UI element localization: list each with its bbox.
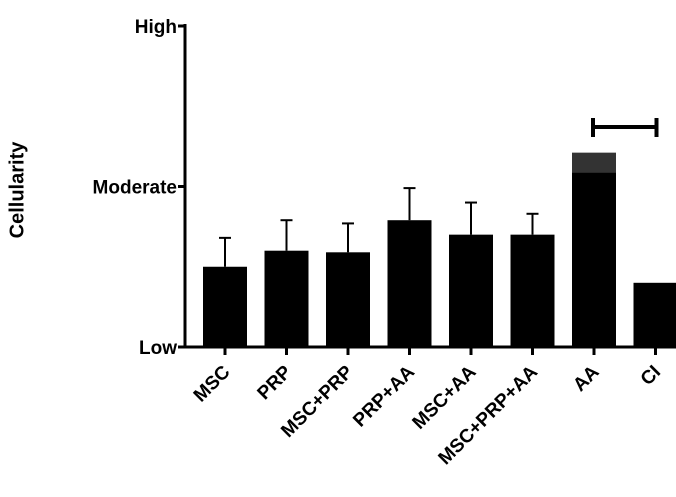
error-bars-group bbox=[219, 187, 539, 267]
annotation-group bbox=[591, 118, 659, 137]
bar-prp bbox=[264, 250, 309, 347]
bar-msc-plus-aa bbox=[449, 234, 493, 347]
bar-prp-plus-aa bbox=[387, 220, 432, 347]
bar-ci bbox=[633, 282, 676, 347]
bar-msc-plus-prp-plus-aa bbox=[510, 234, 555, 347]
bar-msc bbox=[203, 266, 247, 347]
bars-group bbox=[203, 152, 676, 347]
x-tick-label-aa: AA bbox=[569, 361, 603, 395]
x-tick-label-prp-plus-aa: PRP+AA bbox=[349, 361, 419, 431]
y-tick-label-high: High bbox=[135, 17, 177, 38]
x-tick-label-ci: CI bbox=[637, 362, 665, 390]
axes-group bbox=[178, 24, 676, 355]
y-tick-label-low: Low bbox=[139, 338, 177, 359]
bar-msc-plus-prp bbox=[326, 252, 370, 347]
y-tick-label-moderate: Moderate bbox=[93, 178, 177, 199]
bar-aa-top-shade bbox=[572, 152, 616, 173]
x-tick-label-msc: MSC bbox=[190, 361, 235, 406]
bar-aa bbox=[572, 152, 616, 347]
x-tick-label-prp: PRP bbox=[254, 361, 297, 404]
